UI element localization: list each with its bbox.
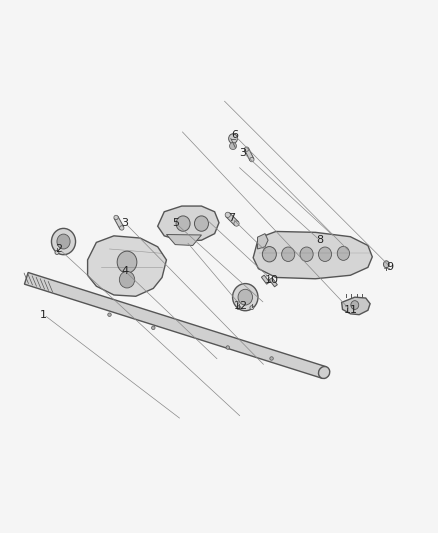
Polygon shape [245,148,254,160]
Ellipse shape [384,261,389,268]
Ellipse shape [262,247,276,262]
Polygon shape [25,272,326,378]
Ellipse shape [225,212,230,217]
Text: 3: 3 [240,148,247,158]
Polygon shape [258,233,268,249]
Ellipse shape [234,221,239,226]
Ellipse shape [119,271,135,288]
Polygon shape [226,213,238,225]
Ellipse shape [244,147,249,151]
Ellipse shape [270,357,273,360]
Ellipse shape [120,226,124,230]
Text: 2: 2 [56,244,63,254]
Polygon shape [88,236,166,296]
Ellipse shape [300,247,313,262]
Ellipse shape [55,251,59,254]
Text: 9: 9 [386,262,393,271]
Polygon shape [269,278,277,287]
Text: 6: 6 [231,130,238,140]
Ellipse shape [351,301,359,310]
Polygon shape [261,275,269,284]
Polygon shape [253,231,372,279]
Ellipse shape [318,367,330,378]
Ellipse shape [238,289,252,305]
Text: 8: 8 [316,235,323,245]
Text: 11: 11 [343,305,357,316]
Ellipse shape [229,134,237,143]
Ellipse shape [176,216,190,231]
Polygon shape [158,206,219,241]
Text: 5: 5 [172,217,179,228]
Polygon shape [166,235,201,246]
Polygon shape [342,297,370,314]
Text: 12: 12 [234,301,248,311]
Text: 1: 1 [40,310,47,320]
Ellipse shape [152,326,155,329]
Ellipse shape [233,284,258,311]
Text: 10: 10 [265,274,279,285]
Ellipse shape [250,157,254,162]
Ellipse shape [337,246,350,260]
Text: 4: 4 [121,266,128,276]
Ellipse shape [230,142,237,150]
Ellipse shape [250,306,254,310]
Ellipse shape [282,247,295,262]
Ellipse shape [237,306,241,310]
Ellipse shape [226,346,230,349]
Ellipse shape [108,313,111,317]
Ellipse shape [51,229,75,255]
Ellipse shape [194,216,208,231]
Ellipse shape [57,234,70,249]
Text: 7: 7 [229,213,236,223]
Text: 3: 3 [121,217,128,228]
Ellipse shape [114,215,118,220]
Ellipse shape [318,247,332,262]
Ellipse shape [117,251,137,273]
Polygon shape [114,216,124,229]
